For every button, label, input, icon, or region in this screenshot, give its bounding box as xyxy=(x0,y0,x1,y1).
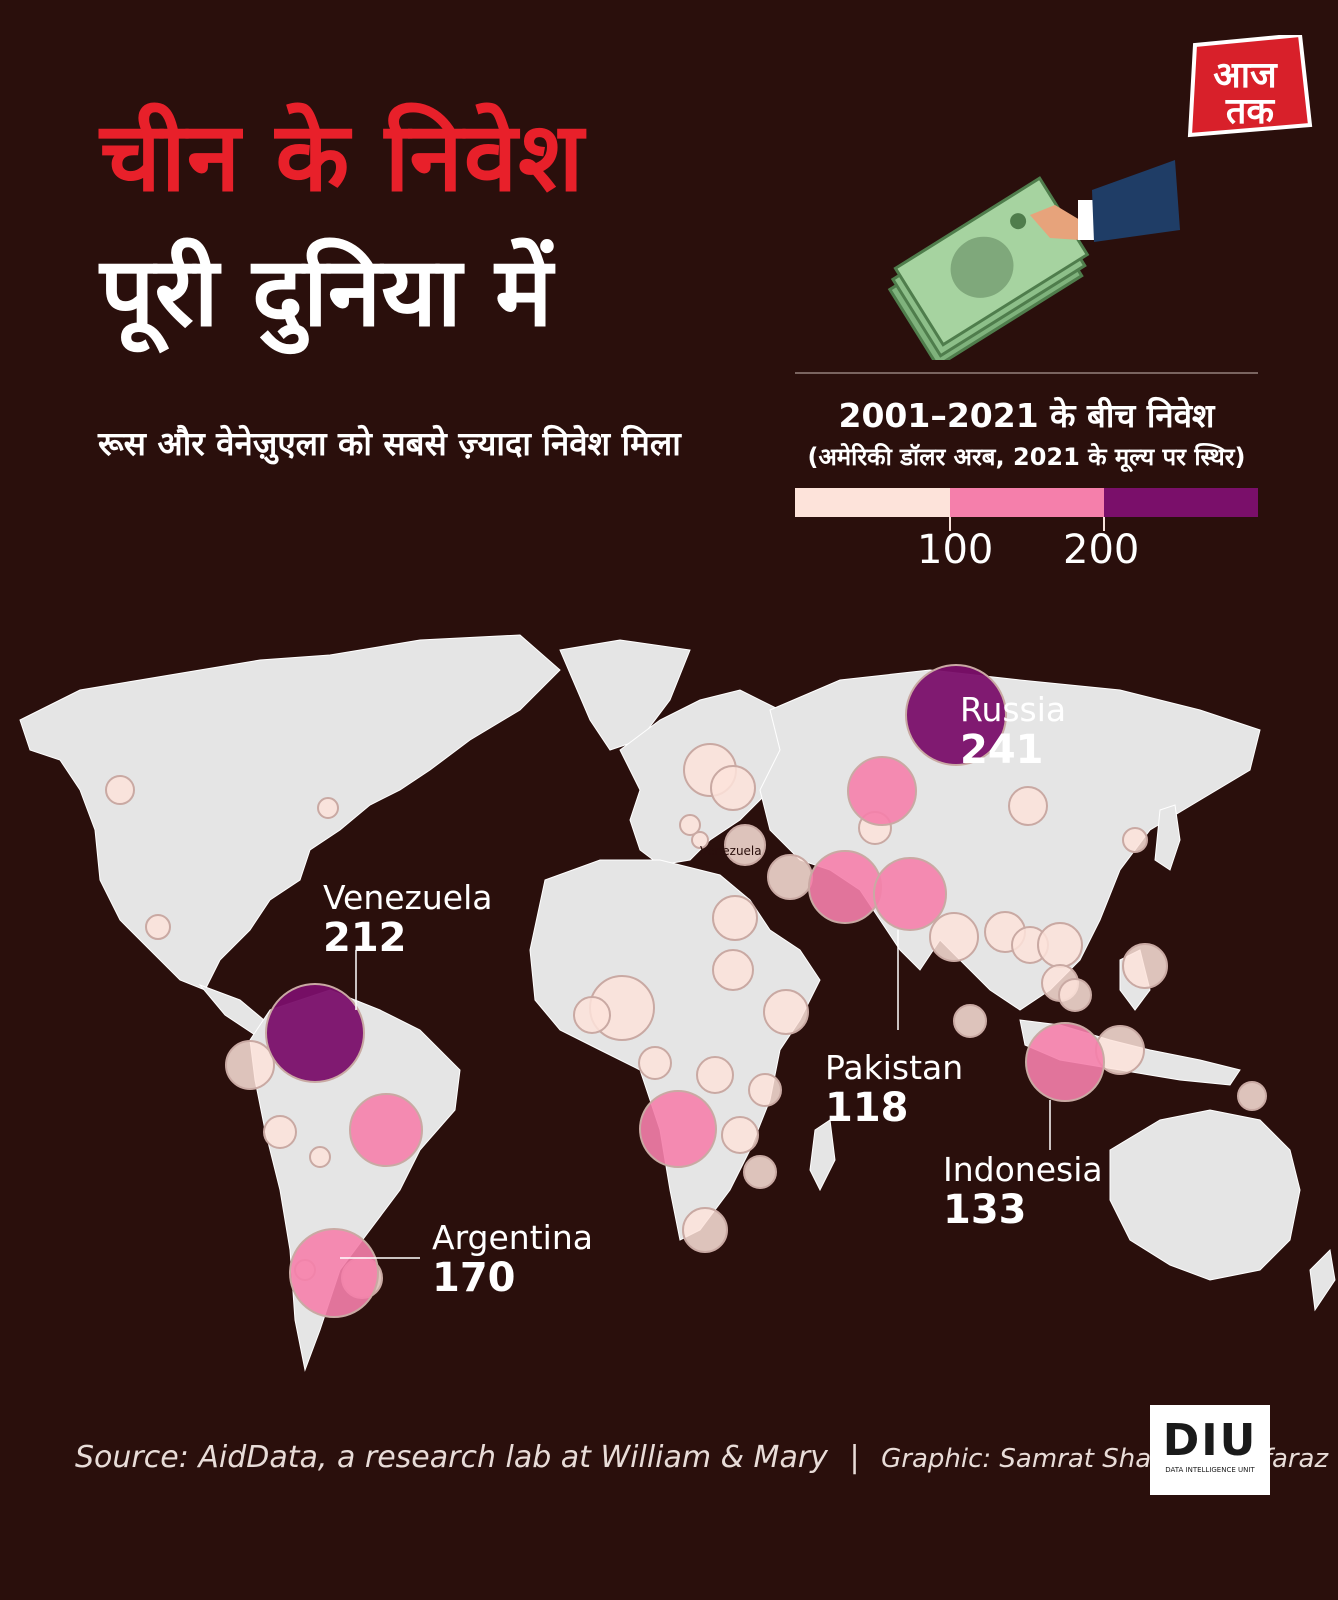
label-pakistan-name: Pakistan xyxy=(825,1048,964,1087)
bubble-kazakhstan xyxy=(847,756,917,826)
label-indonesia-name: Indonesia xyxy=(943,1150,1103,1189)
bubble-iran xyxy=(808,850,882,924)
diu-logo-sub: DATA INTELLIGENCE UNIT xyxy=(1165,1466,1255,1474)
bubble-tanzania xyxy=(748,1073,782,1107)
source-credit: Source: AidData, a research lab at Willi… xyxy=(75,1440,1328,1475)
svg-text:आज: आज xyxy=(1213,55,1278,96)
land xyxy=(19,634,1336,1372)
bubble-sri-lanka xyxy=(953,1004,987,1038)
legend-bin-low xyxy=(795,488,950,517)
label-russia-name: Russia xyxy=(960,690,1067,729)
label-russia: Russia 241 xyxy=(960,690,1067,774)
label-pakistan: Pakistan 118 xyxy=(825,1048,964,1132)
title-line-1: चीन के निवेश xyxy=(100,101,585,213)
bubble-indonesia xyxy=(1025,1022,1105,1102)
label-argentina-name: Argentina xyxy=(432,1218,593,1257)
legend-tick-label-100: 100 xyxy=(917,527,994,573)
bubble-ukraine xyxy=(710,765,756,811)
bubble-bangladesh xyxy=(929,912,979,962)
label-indonesia: Indonesia 133 xyxy=(943,1150,1103,1234)
label-indonesia-value: 133 xyxy=(943,1187,1027,1234)
label-argentina: Argentina 170 xyxy=(432,1218,593,1302)
legend-subtitle: (अमेरिकी डॉलर अरब, 2021 के मूल्य पर स्थि… xyxy=(807,443,1246,471)
hand-money-illustration xyxy=(887,160,1180,360)
map-stray-label: Venezuela xyxy=(700,844,762,858)
bubble-mexico xyxy=(145,914,171,940)
bubble-zimbabwe xyxy=(743,1155,777,1189)
legend-bin-high xyxy=(1104,488,1258,517)
bubble-png xyxy=(1237,1081,1267,1111)
bubble-egypt xyxy=(712,895,758,941)
legend-color-scale xyxy=(795,488,1258,517)
diu-logo-text: DIU xyxy=(1162,1415,1258,1466)
bubble-pakistan xyxy=(873,857,947,931)
bubble-hungary xyxy=(691,831,709,849)
bubble-turkey xyxy=(724,824,766,866)
bubble-vietnam xyxy=(1037,922,1083,968)
label-venezuela: Venezuela 212 xyxy=(323,878,493,962)
bubble-ghana xyxy=(573,996,611,1034)
bubble-sudan xyxy=(712,949,754,991)
bubble-argentina xyxy=(289,1228,379,1318)
bubble-south-africa xyxy=(682,1207,728,1253)
bubble-angola xyxy=(639,1090,717,1168)
bubble-iraq xyxy=(767,854,813,900)
legend-bin-mid xyxy=(950,488,1104,517)
legend-tick-label-200: 200 xyxy=(1063,527,1140,573)
bubble-russia xyxy=(905,664,1007,766)
aajtak-logo: आज तक xyxy=(1187,35,1313,138)
bubble-cameroon xyxy=(638,1046,672,1080)
svg-text:तक: तक xyxy=(1225,91,1276,132)
legend-title: 2001–2021 के बीच निवेश xyxy=(838,396,1215,435)
diu-logo: DIU DATA INTELLIGENCE UNIT xyxy=(1150,1405,1270,1495)
world-map: Venezuela xyxy=(19,634,1336,1372)
bubble-brazil xyxy=(349,1093,423,1167)
bubble-ethiopia xyxy=(763,989,809,1035)
bubble-bolivia xyxy=(309,1146,331,1168)
bubble-korea xyxy=(1122,827,1148,853)
label-russia-value: 241 xyxy=(960,727,1044,774)
bubble-malaysia xyxy=(1058,978,1092,1012)
legend-divider xyxy=(795,372,1258,374)
footer-separator: | xyxy=(849,1440,860,1475)
legend-tick-100 xyxy=(949,517,951,531)
subtitle: रूस और वेनेज़ुएला को सबसे ज़्यादा निवेश … xyxy=(98,424,681,463)
legend-tick-200 xyxy=(1103,517,1105,531)
bubble-canada xyxy=(105,775,135,805)
label-argentina-value: 170 xyxy=(432,1255,516,1302)
label-venezuela-value: 212 xyxy=(323,915,407,962)
title-line-2: पूरी दुनिया में xyxy=(100,236,553,348)
bubble-philippines xyxy=(1122,943,1168,989)
bubble-ecuador xyxy=(225,1040,275,1090)
bubble-drc xyxy=(696,1056,734,1094)
bubble-mongolia xyxy=(1008,786,1048,826)
label-leader-lines xyxy=(340,930,1051,1259)
bubble-usa xyxy=(317,797,339,819)
bubble-zambia xyxy=(721,1116,759,1154)
bubble-peru xyxy=(263,1115,297,1149)
source-text: Source: AidData, a research lab at Willi… xyxy=(75,1440,828,1475)
bubble-serbia xyxy=(679,814,701,836)
bubble-venezuela xyxy=(265,983,365,1083)
label-venezuela-name: Venezuela xyxy=(323,878,493,917)
label-pakistan-value: 118 xyxy=(825,1085,909,1132)
